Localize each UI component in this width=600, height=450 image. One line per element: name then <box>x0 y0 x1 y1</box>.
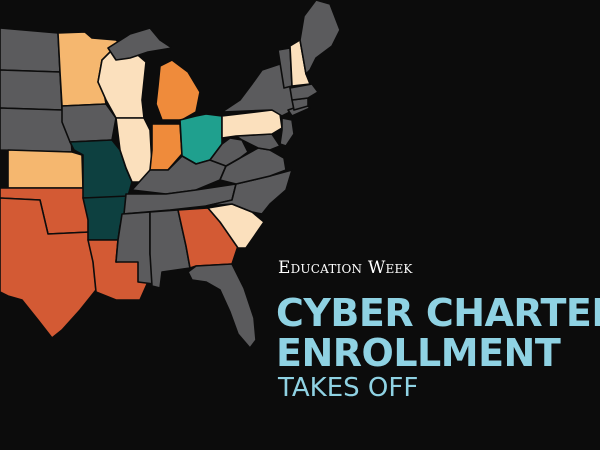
state-maine <box>299 0 341 75</box>
state-north-carolina <box>205 169 293 215</box>
headline-line-1: CYBER CHARTER <box>276 291 600 335</box>
state-north-dakota <box>0 27 61 73</box>
state-iowa <box>61 103 117 143</box>
state-kansas <box>7 149 84 189</box>
headline-subtitle: TAKES OFF <box>278 373 419 403</box>
headline-line-2: ENROLLMENT <box>276 331 561 375</box>
headline: CYBER CHARTER ENROLLMENT <box>276 293 600 373</box>
brand-logo: Education Week <box>278 258 413 278</box>
brand-name: Education Week <box>278 258 413 278</box>
state-new-hampshire <box>289 39 311 87</box>
state-pennsylvania <box>221 109 283 139</box>
state-west-virginia <box>209 137 249 167</box>
state-south-dakota <box>0 69 63 111</box>
state-michigan <box>155 59 201 121</box>
state-michigan-upper <box>107 27 173 61</box>
state-texas <box>0 197 97 339</box>
state-new-jersey <box>279 117 295 147</box>
state-florida <box>187 263 257 349</box>
